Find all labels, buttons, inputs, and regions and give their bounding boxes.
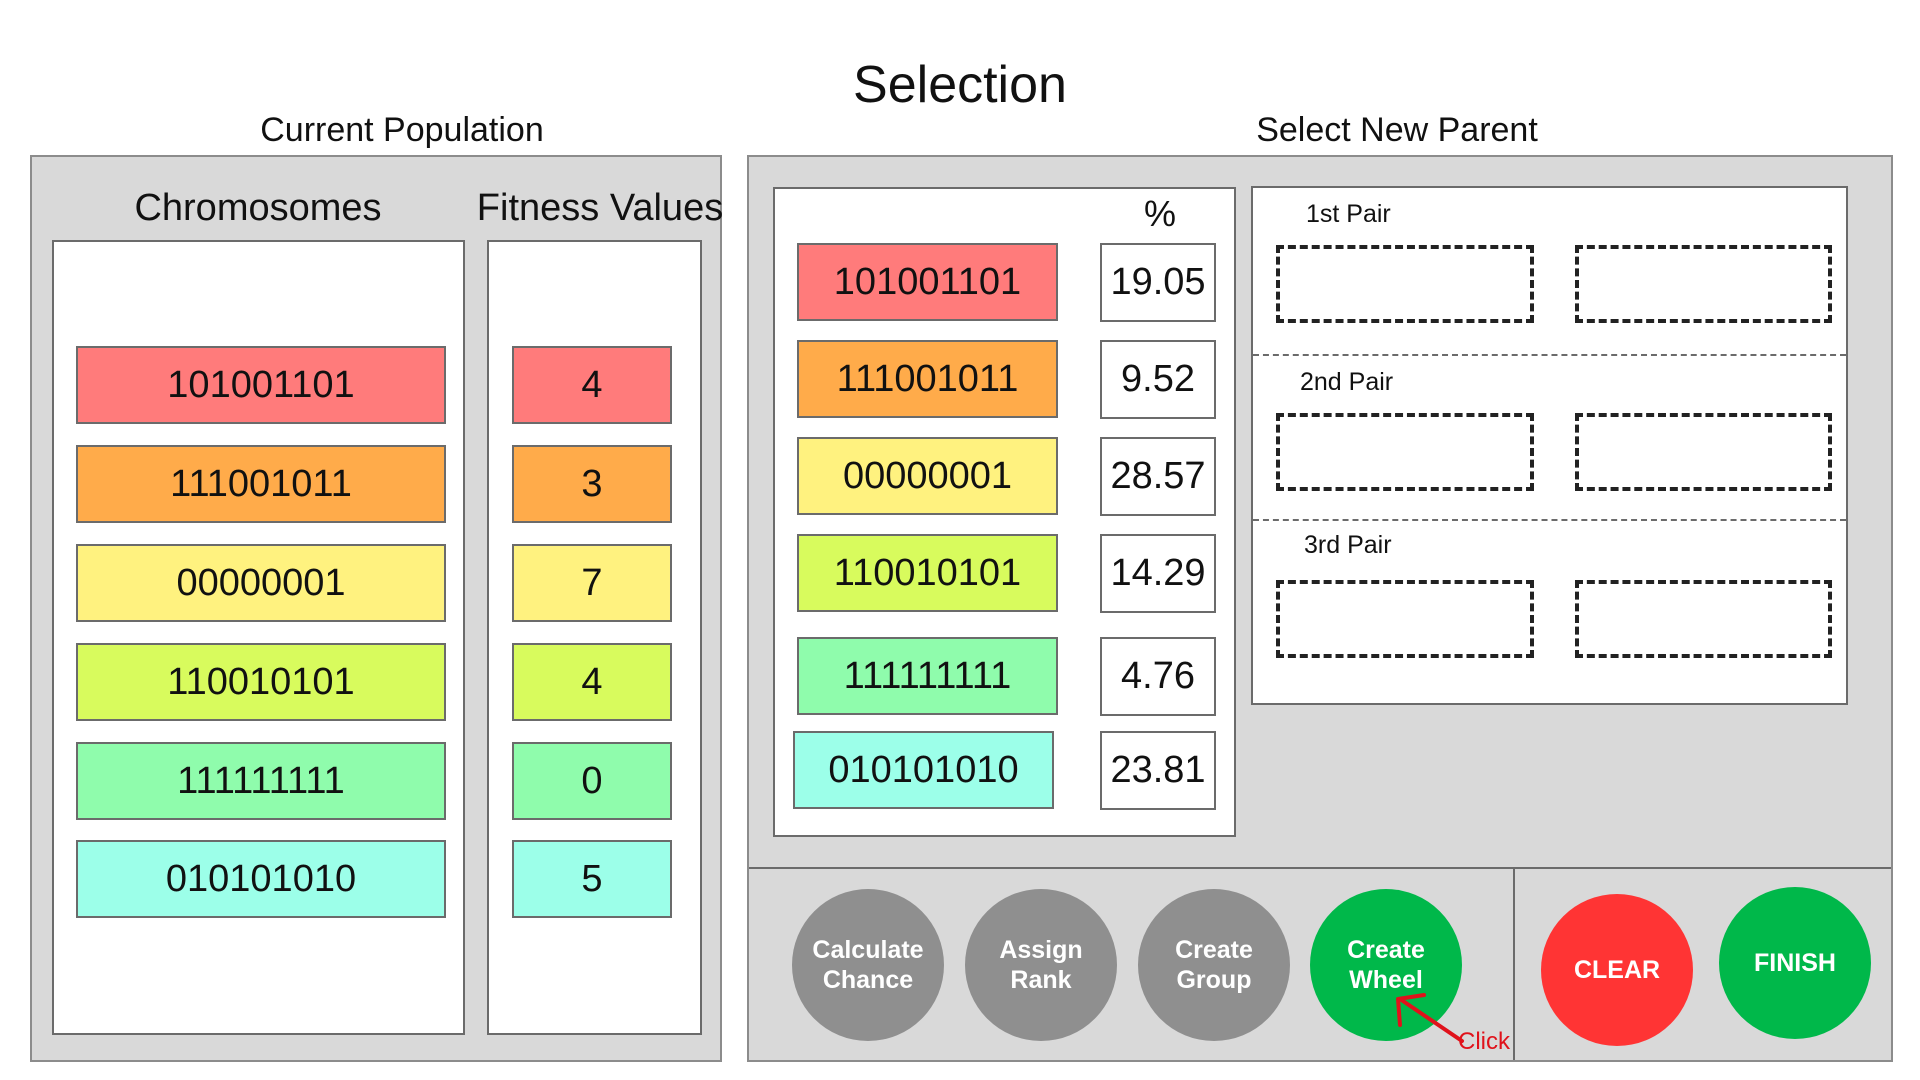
action-bar-separator bbox=[1513, 867, 1515, 1060]
pair-label-2: 2nd Pair bbox=[1300, 368, 1394, 396]
fitness-cell-5: 0 bbox=[512, 742, 672, 820]
parent-chromosome-cell-4[interactable]: 110010101 bbox=[797, 534, 1058, 612]
parent-chromosome-cell-3[interactable]: 00000001 bbox=[797, 437, 1058, 515]
pair-2-slot-b[interactable] bbox=[1575, 413, 1832, 491]
chromosome-cell-2[interactable]: 111001011 bbox=[76, 445, 446, 523]
finish-button[interactable]: FINISH bbox=[1719, 887, 1871, 1039]
clear-button[interactable]: CLEAR bbox=[1541, 894, 1693, 1046]
percent-cell-2: 9.52 bbox=[1100, 340, 1216, 419]
pair-3-slot-b[interactable] bbox=[1575, 580, 1832, 658]
current-population-title: Current Population bbox=[260, 111, 544, 149]
percent-cell-4: 14.29 bbox=[1100, 534, 1216, 613]
fitness-cell-3: 7 bbox=[512, 544, 672, 622]
chromosome-cell-6[interactable]: 010101010 bbox=[76, 840, 446, 918]
fitness-cell-4: 4 bbox=[512, 643, 672, 721]
create-wheel-button[interactable]: Create Wheel bbox=[1310, 889, 1462, 1041]
parent-chromosome-cell-5[interactable]: 111111111 bbox=[797, 637, 1058, 715]
fitness-cell-6: 5 bbox=[512, 840, 672, 918]
parent-chromosome-cell-6[interactable]: 010101010 bbox=[793, 731, 1054, 809]
percent-cell-3: 28.57 bbox=[1100, 437, 1216, 516]
fitness-cell-2: 3 bbox=[512, 445, 672, 523]
parent-chromosome-cell-2[interactable]: 111001011 bbox=[797, 340, 1058, 418]
create-group-button[interactable]: Create Group bbox=[1138, 889, 1290, 1041]
pair-1-slot-b[interactable] bbox=[1575, 245, 1832, 323]
pair-3-slot-a[interactable] bbox=[1276, 580, 1534, 658]
select-new-parent-title: Select New Parent bbox=[1256, 111, 1538, 149]
pair-2-slot-a[interactable] bbox=[1276, 413, 1534, 491]
pair-label-1: 1st Pair bbox=[1306, 200, 1391, 228]
assign-rank-button[interactable]: Assign Rank bbox=[965, 889, 1117, 1041]
chromosomes-header: Chromosomes bbox=[134, 187, 382, 229]
click-arrow-icon bbox=[1396, 993, 1464, 1043]
pair-label-3: 3rd Pair bbox=[1304, 531, 1392, 559]
percent-cell-6: 23.81 bbox=[1100, 731, 1216, 810]
percent-cell-1: 19.05 bbox=[1100, 243, 1216, 322]
chromosome-cell-4[interactable]: 110010101 bbox=[76, 643, 446, 721]
chromosome-cell-1[interactable]: 101001101 bbox=[76, 346, 446, 424]
parent-chromosome-cell-1[interactable]: 101001101 bbox=[797, 243, 1058, 321]
action-bar-divider bbox=[749, 867, 1891, 869]
fitness-values-header: Fitness Values bbox=[476, 187, 724, 229]
click-annotation-label: Click bbox=[1458, 1028, 1510, 1055]
percent-cell-5: 4.76 bbox=[1100, 637, 1216, 716]
page-title: Selection bbox=[853, 56, 1067, 114]
pair-divider-1 bbox=[1253, 354, 1846, 356]
chromosome-cell-3[interactable]: 00000001 bbox=[76, 544, 446, 622]
pairs-box bbox=[1251, 186, 1848, 705]
pair-divider-2 bbox=[1253, 519, 1846, 521]
fitness-cell-1: 4 bbox=[512, 346, 672, 424]
pair-1-slot-a[interactable] bbox=[1276, 245, 1534, 323]
calculate-chance-button[interactable]: Calculate Chance bbox=[792, 889, 944, 1041]
chromosome-cell-5[interactable]: 111111111 bbox=[76, 742, 446, 820]
percent-header: % bbox=[1143, 193, 1176, 234]
